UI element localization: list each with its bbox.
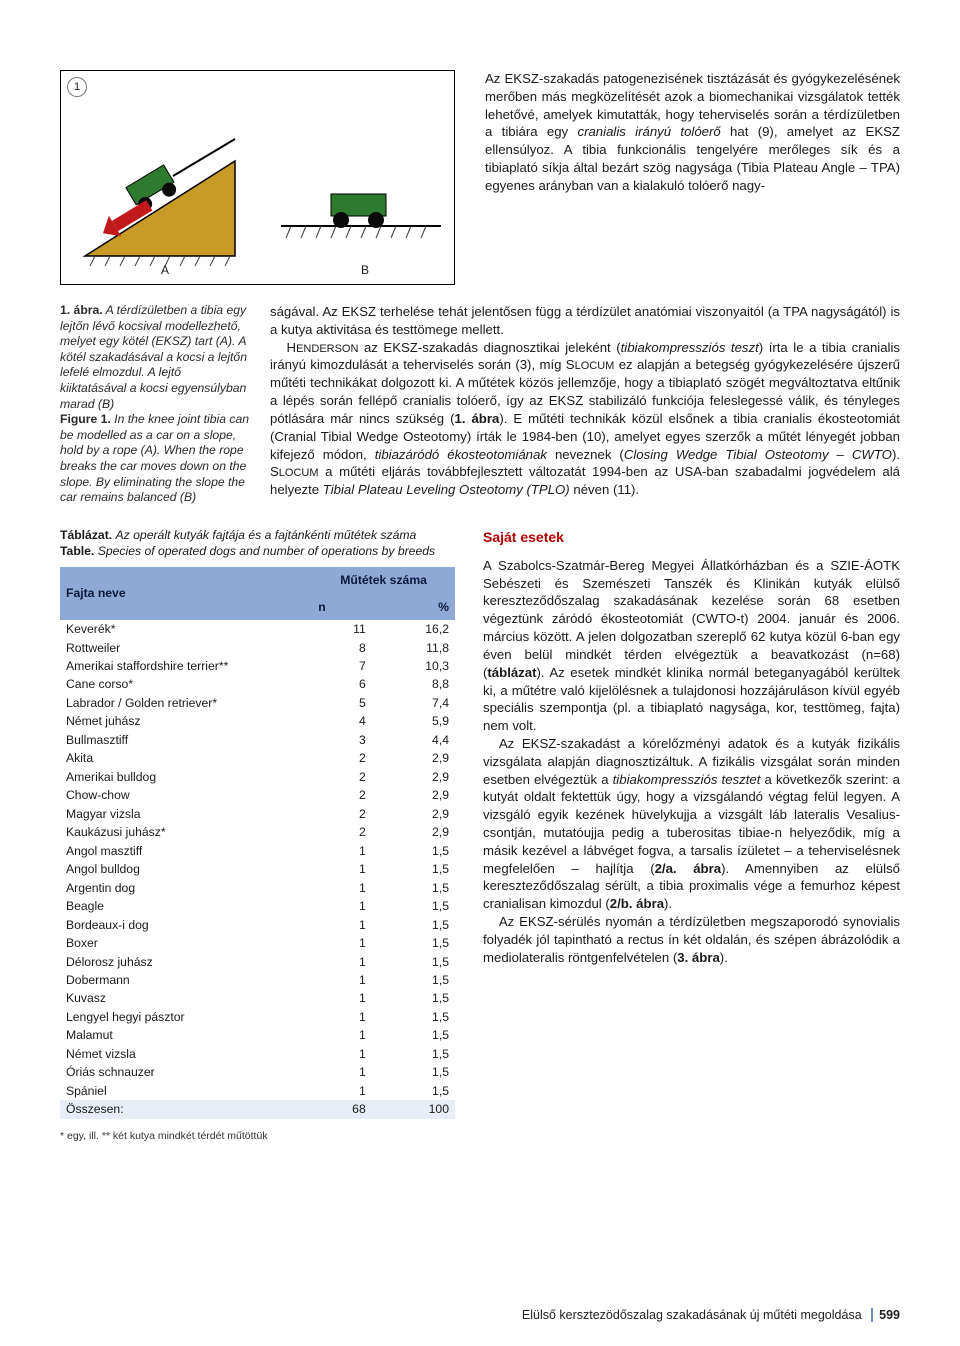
th-breed: Fajta neve — [60, 567, 312, 620]
table-row: Chow-chow22,9 — [60, 786, 455, 804]
table-row: Argentin dog11,5 — [60, 879, 455, 897]
caption-label-hu: 1. ábra. — [60, 303, 103, 317]
caption-label-en: Figure 1. — [60, 412, 111, 426]
page-footer: Elülső kersztezödőszalag szakadásának új… — [522, 1307, 900, 1324]
table-footnote: * egy, ill. ** két kutya mindkét térdét … — [60, 1129, 455, 1143]
table-row: Labrador / Golden retriever*57,4 — [60, 694, 455, 712]
table-row: Boxer11,5 — [60, 934, 455, 952]
table-caption-label-en: Table. — [60, 544, 94, 558]
table-row: Lengyel hegyi pásztor11,5 — [60, 1008, 455, 1026]
section-heading-sajat: Saját esetek — [483, 528, 900, 547]
figure-caption: 1. ábra. A térdízületben a tibia egy lej… — [60, 303, 250, 506]
th-ops: Műtétek száma — [312, 567, 455, 593]
figure-frame: 1 — [60, 70, 455, 285]
table-row: Angol masztiff11,5 — [60, 842, 455, 860]
table-row: Malamut11,5 — [60, 1026, 455, 1044]
top-row: 1 — [60, 70, 900, 285]
table-row: Német juhász45,9 — [60, 712, 455, 730]
mid-paragraph: ságával. Az EKSZ terhelése tehát jelentő… — [270, 303, 900, 506]
table-row-sum: Összesen:68100 — [60, 1100, 455, 1118]
table-row: Keverék*1116,2 — [60, 620, 455, 638]
table-row: Óriás schnauzer11,5 — [60, 1063, 455, 1081]
caption-text-hu: A térdízületben a tibia egy lejtőn lévő … — [60, 303, 247, 411]
mid-row: 1. ábra. A térdízületben a tibia egy lej… — [60, 303, 900, 506]
body-paragraph: A Szabolcs-Szatmár-Bereg Megyei Állatkór… — [483, 557, 900, 735]
figure-1: 1 — [60, 70, 455, 285]
table-row: Akita22,9 — [60, 749, 455, 767]
table-column: Táblázat. Az operált kutyák fajtája és a… — [60, 528, 455, 1143]
figure-panel-b — [276, 106, 446, 276]
table-row: Német vizsla11,5 — [60, 1045, 455, 1063]
page-number: 599 — [871, 1308, 900, 1322]
table-row: Dobermann11,5 — [60, 971, 455, 989]
table-row: Délorosz juhász11,5 — [60, 953, 455, 971]
table-row: Bordeaux-i dog11,5 — [60, 916, 455, 934]
table-row: Spániel11,5 — [60, 1082, 455, 1100]
table-row: Cane corso*68,8 — [60, 675, 455, 693]
th-n: n — [312, 594, 372, 620]
body-paragraph: Az EKSZ-szakadást a kórelőzményi adatok … — [483, 735, 900, 913]
table-row: Kuvasz11,5 — [60, 989, 455, 1007]
table-caption-text-hu: Az operált kutyák fajtája és a fajtánkén… — [116, 528, 417, 542]
table-row: Angol bulldog11,5 — [60, 860, 455, 878]
table-row: Magyar vizsla22,9 — [60, 805, 455, 823]
body-paragraph: Az EKSZ-sérülés nyomán a térdízületben m… — [483, 913, 900, 966]
table-caption-text-en: Species of operated dogs and number of o… — [98, 544, 435, 558]
bottom-row: Táblázat. Az operált kutyák fajtája és a… — [60, 528, 900, 1143]
table-row: Beagle11,5 — [60, 897, 455, 915]
figure-panel-a — [75, 106, 245, 276]
figure-label-b: B — [361, 262, 369, 278]
table-caption: Táblázat. Az operált kutyák fajtája és a… — [60, 528, 455, 559]
table-row: Rottweiler811,8 — [60, 639, 455, 657]
right-text-column: Saját esetek A Szabolcs-Szatmár-Bereg Me… — [483, 528, 900, 1143]
figure-number-badge: 1 — [67, 77, 87, 97]
figure-label-a: A — [161, 262, 169, 278]
footer-title: Elülső kersztezödőszalag szakadásának új… — [522, 1308, 862, 1322]
table-row: Kaukázusi juhász*22,9 — [60, 823, 455, 841]
intro-paragraph: Az EKSZ-szakadás patogenezisének tisztáz… — [485, 70, 900, 285]
table-row: Amerikai staffordshire terrier**710,3 — [60, 657, 455, 675]
breeds-table: Fajta neve Műtétek száma n % Keverék*111… — [60, 567, 455, 1119]
table-row: Bullmasztiff34,4 — [60, 731, 455, 749]
th-pct: % — [372, 594, 455, 620]
table-row: Amerikai bulldog22,9 — [60, 768, 455, 786]
table-caption-label-hu: Táblázat. — [60, 528, 112, 542]
